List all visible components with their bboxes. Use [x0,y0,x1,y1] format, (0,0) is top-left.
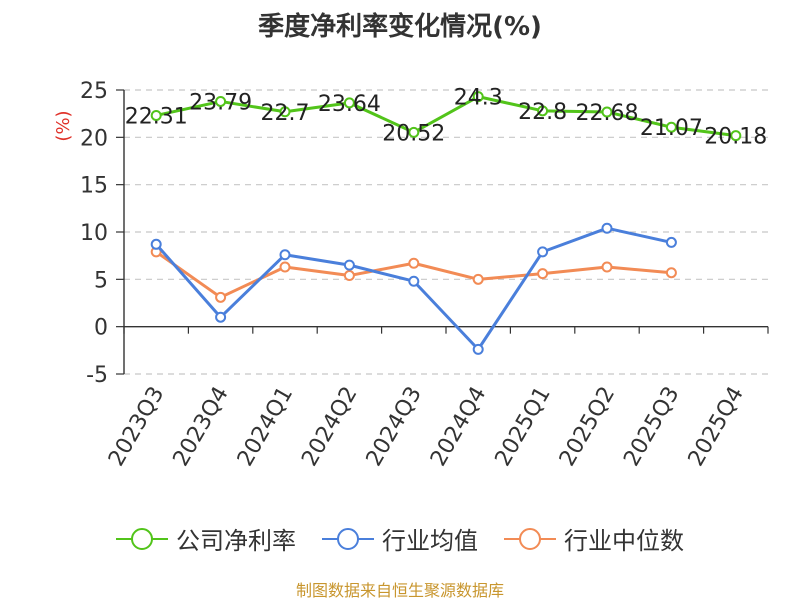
x-tick-label: 2024Q4 [426,383,491,471]
x-tick-label: 2023Q4 [168,383,233,471]
data-point-0 [665,121,677,133]
data-point-0 [408,126,420,138]
data-label: 22.31 [125,104,188,129]
data-label: 22.68 [576,101,639,126]
data-point-1 [150,238,162,250]
data-label: 24.3 [454,86,503,111]
data-point-1 [665,236,677,248]
data-label: 20.52 [382,121,445,146]
legend-marker-industry-median [504,526,556,552]
data-point-1 [537,246,549,258]
chart-title: 季度净利率变化情况(%) [258,12,542,42]
data-point-0 [730,130,742,142]
legend-item-company[interactable]: 公司净利率 [116,521,296,556]
data-label: 20.18 [704,125,767,150]
legend-marker-industry-mean [322,526,374,552]
data-point-2 [537,268,549,280]
data-point-1 [472,343,484,355]
data-point-2 [665,267,677,279]
data-point-2 [408,257,420,269]
y-tick-label: 0 [94,316,108,341]
data-point-0 [601,106,613,118]
data-label: 22.8 [518,100,567,125]
data-point-1 [408,275,420,287]
data-point-0 [150,109,162,121]
data-point-1 [601,222,613,234]
data-point-2 [601,261,613,273]
data-point-0 [537,105,549,117]
data-point-0 [279,106,291,118]
legend-item-industry-mean[interactable]: 行业均值 [322,521,478,556]
y-tick-label: 20 [80,126,108,151]
x-tick-label: 2024Q3 [362,383,427,471]
source-footer: 制图数据来自恒生聚源数据库 [295,581,504,600]
data-point-0 [472,91,484,103]
x-tick-label: 2025Q4 [684,383,749,471]
x-tick-label: 2025Q1 [490,383,555,471]
legend-label-company: 公司净利率 [176,527,296,555]
chart-legend: 公司净利率 行业均值 行业中位数 [0,521,800,556]
data-point-0 [343,97,355,109]
series-line-1 [155,226,672,351]
y-tick-label: 25 [80,79,108,104]
y-tick-label: 5 [94,268,108,293]
legend-item-industry-median[interactable]: 行业中位数 [504,521,684,556]
data-point-2 [215,291,227,303]
data-point-2 [472,273,484,285]
data-label: 22.7 [261,101,310,126]
x-tick-label: 2023Q3 [104,383,169,471]
y-tick-label: 10 [80,221,108,246]
x-tick-label: 2024Q2 [297,383,362,471]
data-point-1 [279,249,291,261]
data-point-2 [279,261,291,273]
legend-label-industry-mean: 行业均值 [382,527,478,555]
data-label: 23.79 [189,90,252,115]
data-label: 23.64 [318,92,381,117]
data-point-2 [343,270,355,282]
y-tick-label: -5 [86,363,108,388]
y-axis-label: (%) [53,110,74,141]
data-label: 21.07 [640,116,703,141]
data-point-1 [215,311,227,323]
x-tick-label: 2025Q3 [619,383,684,471]
data-point-0 [215,95,227,107]
series-line-0 [155,95,736,138]
x-tick-label: 2024Q1 [233,383,298,471]
y-tick-label: 15 [80,174,108,199]
legend-label-industry-median: 行业中位数 [564,527,684,555]
data-point-1 [343,259,355,271]
legend-marker-company [116,526,168,552]
x-tick-label: 2025Q2 [555,383,620,471]
